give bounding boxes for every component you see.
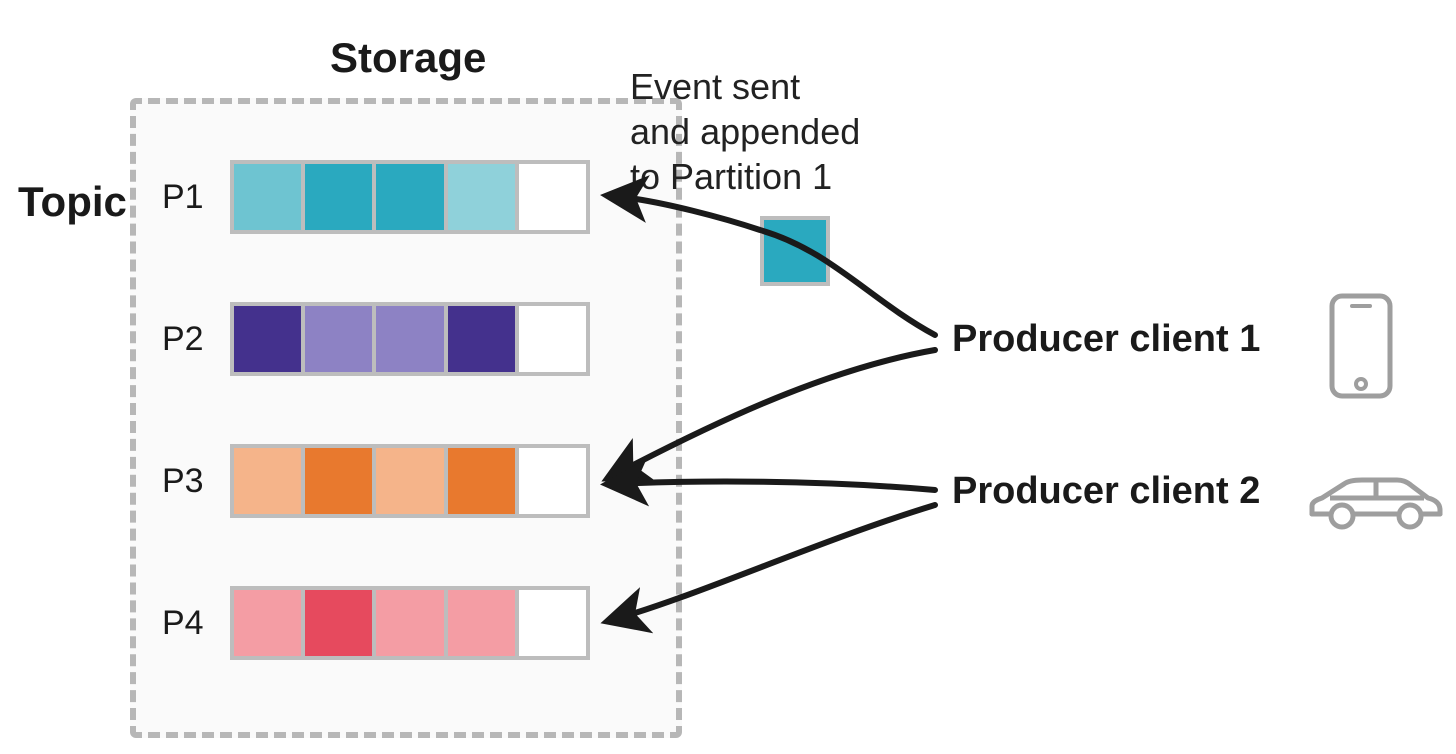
partition-strip (230, 302, 590, 376)
partition-cell (448, 448, 519, 514)
partition-cell (305, 448, 376, 514)
producer-2-label: Producer client 2 (952, 470, 1260, 513)
partition-cell (448, 590, 519, 656)
partition-cell (234, 164, 305, 230)
car-icon (1300, 466, 1450, 541)
partition-strip (230, 160, 590, 234)
diagram-canvas: Storage Topic P1 P2 P3 P4 Event sent and ap… (0, 0, 1456, 754)
partition-label: P3 (162, 462, 204, 501)
event-box (760, 216, 830, 286)
partition-cell (448, 164, 519, 230)
partition-label: P2 (162, 320, 204, 359)
topic-title: Topic (18, 178, 127, 226)
partition-strip (230, 444, 590, 518)
partition-cell (519, 590, 586, 656)
event-caption: Event sent and appended to Partition 1 (630, 64, 860, 199)
partition-cell (376, 164, 447, 230)
partition-cell (376, 306, 447, 372)
phone-icon (1328, 292, 1394, 405)
storage-title: Storage (330, 34, 486, 82)
partition-strip (230, 586, 590, 660)
partition-cell (234, 306, 305, 372)
producer-1-label: Producer client 1 (952, 318, 1260, 361)
partition-cell (376, 448, 447, 514)
partition-cell (234, 590, 305, 656)
partition-cell (519, 164, 586, 230)
partition-cell (519, 448, 586, 514)
partition-cell (448, 306, 519, 372)
partition-cell (234, 448, 305, 514)
partition-cell (519, 306, 586, 372)
partition-label: P1 (162, 178, 204, 217)
partition-cell (305, 306, 376, 372)
partition-cell (376, 590, 447, 656)
partition-cell (305, 164, 376, 230)
partition-label: P4 (162, 604, 204, 643)
partition-cell (305, 590, 376, 656)
